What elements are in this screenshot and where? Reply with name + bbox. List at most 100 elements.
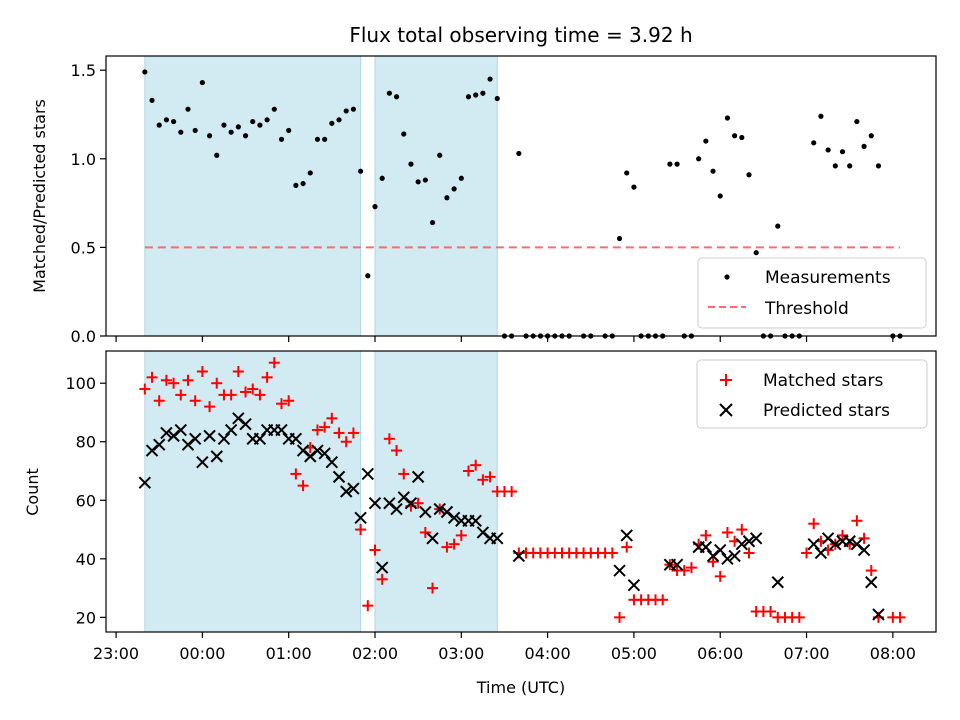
x-stroke [368, 497, 382, 510]
x-stroke [138, 476, 152, 489]
measurement-point [365, 273, 371, 279]
bottom-legend-box [696, 359, 928, 429]
x-stroke [296, 444, 310, 457]
measurement-point [250, 118, 256, 125]
predicted-star-point [613, 564, 626, 577]
matched-star-point [894, 611, 906, 623]
matched-star-point [700, 529, 712, 541]
predicted-star-point [224, 423, 238, 437]
legend-measurements-marker [724, 274, 730, 280]
matched-star-point [232, 365, 244, 377]
bottom-plot-frame [105, 350, 937, 633]
x-stroke [872, 608, 885, 621]
predicted-star-point [138, 476, 152, 489]
x-stroke [728, 549, 741, 563]
predicted-star-point [153, 438, 166, 451]
measurement-point [710, 168, 716, 174]
measurement-point [372, 204, 378, 210]
matched-star-point [369, 544, 381, 556]
measurement-point [185, 106, 191, 112]
matched-star-point [275, 398, 287, 410]
measurement-point [343, 108, 349, 114]
measurement-point [861, 143, 867, 149]
x-tick-label: 05:00 [611, 644, 657, 663]
x-tick-label: 00:00 [179, 644, 225, 663]
x-stroke [397, 491, 410, 504]
predicted-star-point [404, 497, 418, 510]
top-legend: Measurements Threshold [697, 257, 927, 329]
measurement-point [192, 127, 198, 134]
x-tick-label: 06:00 [697, 644, 743, 663]
measurement-point [839, 149, 846, 155]
measurement-point [696, 156, 702, 162]
predicted-star-point [426, 532, 439, 545]
matched-star-point [247, 383, 259, 395]
x-stroke [340, 485, 353, 498]
predicted-star-point [699, 540, 713, 554]
matched-star-point [139, 383, 151, 395]
predicted-star-point [160, 426, 173, 440]
x-stroke [440, 505, 454, 519]
predicted-star-point [469, 514, 482, 527]
matched-star-point [470, 459, 482, 471]
x-stroke [491, 532, 504, 545]
x-stroke [821, 532, 835, 545]
measurement-point [149, 97, 155, 103]
measurement-point [746, 172, 752, 178]
bottom-legend: Matched stars Predicted stars [696, 359, 928, 429]
predicted-star-point [275, 423, 288, 437]
x-stroke [318, 447, 331, 460]
legend-threshold-label: Threshold [764, 299, 849, 319]
predicted-star-point [196, 456, 209, 469]
predicted-star-point [311, 444, 324, 457]
measurement-point [429, 219, 436, 226]
measurement-point [875, 163, 882, 169]
matched-star-point [621, 541, 633, 553]
measurement-point [616, 235, 623, 242]
predicted-star-point [735, 537, 749, 551]
measurement-point [818, 113, 824, 119]
matched-star-point [462, 465, 474, 477]
x-stroke [843, 535, 856, 548]
x-stroke [419, 505, 432, 519]
predicted-star-point [814, 546, 828, 560]
measurement-point [494, 95, 500, 102]
x-stroke [174, 423, 188, 437]
predicted-star-point [188, 432, 202, 446]
x-stroke [699, 540, 713, 554]
x-stroke [232, 412, 245, 425]
matched-star-point [319, 421, 331, 433]
matched-star-point [376, 573, 388, 585]
predicted-star-point [620, 529, 633, 542]
matched-star-point [714, 570, 726, 582]
y-tick-label: 80 [76, 433, 96, 452]
x-stroke [332, 470, 346, 484]
predicted-star-point [325, 456, 339, 469]
measurement-point [437, 152, 443, 158]
x-stroke [512, 549, 526, 563]
predicted-star-point [771, 576, 784, 589]
top-plot-frame [105, 55, 937, 337]
x-stroke [742, 535, 756, 548]
measurement-point [825, 147, 831, 153]
measurement-point [732, 133, 738, 139]
measurement-point [171, 118, 177, 125]
measurement-point [422, 177, 428, 183]
predicted-star-point [714, 543, 727, 557]
predicted-star-point [872, 608, 885, 621]
predicted-star-point [411, 470, 425, 484]
measurement-point [293, 182, 299, 188]
matched-star-point [146, 371, 158, 383]
predicted-star-point [203, 429, 216, 443]
y-tick-label: 60 [76, 491, 96, 510]
predicted-star-point [829, 537, 842, 551]
top-y-axis-label: Matched/Predicted stars [30, 99, 49, 293]
matched-star-point [736, 524, 748, 536]
predicted-star-point [361, 467, 375, 481]
top-shaded-intervals [144, 55, 498, 337]
top-y-axis: 0.0 0.5 1.0 1.5 [71, 61, 106, 346]
measurement-point [854, 118, 860, 125]
x-stroke [383, 497, 396, 510]
matched-star-point [182, 374, 194, 386]
matched-star-point [347, 427, 359, 439]
